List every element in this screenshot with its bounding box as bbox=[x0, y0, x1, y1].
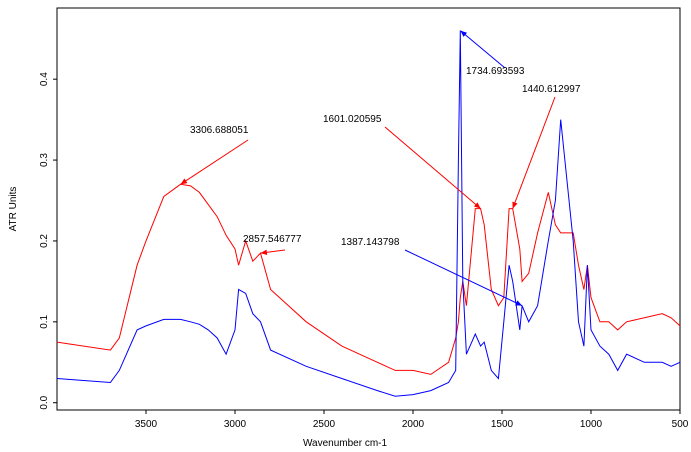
x-tick-label: 2500 bbox=[313, 419, 336, 430]
x-axis-label: Wavenumber cm-1 bbox=[303, 438, 388, 449]
plot-frame bbox=[56, 7, 681, 411]
y-tick-label: 0.0 bbox=[39, 395, 50, 409]
annotation-arrow bbox=[180, 139, 249, 185]
spectrum-line bbox=[56, 183, 681, 375]
annotation-label: 2857.546777 bbox=[243, 234, 302, 245]
y-tick-label: 0.1 bbox=[39, 314, 50, 328]
x-tick-label: 3500 bbox=[135, 419, 158, 430]
arrow-head bbox=[180, 178, 188, 185]
y-tick-label: 0.2 bbox=[39, 234, 50, 248]
arrow-head bbox=[260, 249, 268, 255]
annotation-arrow bbox=[460, 30, 506, 69]
annotation-label: 1387.143798 bbox=[341, 237, 400, 248]
spectrum-line bbox=[56, 30, 681, 397]
annotation-label: 3306.688051 bbox=[190, 125, 249, 136]
annotation-label: 1440.612997 bbox=[522, 84, 581, 95]
y-tick-label: 0.3 bbox=[39, 153, 50, 167]
annotation-arrow bbox=[384, 126, 481, 209]
arrow-head bbox=[473, 202, 481, 209]
arrow-head bbox=[460, 30, 468, 37]
x-tick-label: 1000 bbox=[580, 419, 603, 430]
annotation-arrow bbox=[512, 96, 556, 209]
x-tick-label: 3000 bbox=[224, 419, 247, 430]
arrow-head bbox=[515, 300, 523, 306]
annotation-arrow bbox=[404, 249, 523, 307]
y-tick-label: 0.4 bbox=[39, 72, 50, 86]
x-tick-label: 2000 bbox=[402, 419, 425, 430]
annotation-label: 1734.693593 bbox=[466, 66, 525, 77]
y-axis-label: ATR Units bbox=[8, 187, 19, 232]
x-tick-label: 1500 bbox=[491, 419, 514, 430]
arrow-head bbox=[512, 201, 518, 209]
x-tick-label: 500 bbox=[672, 419, 689, 430]
annotation-label: 1601.020595 bbox=[323, 114, 382, 125]
